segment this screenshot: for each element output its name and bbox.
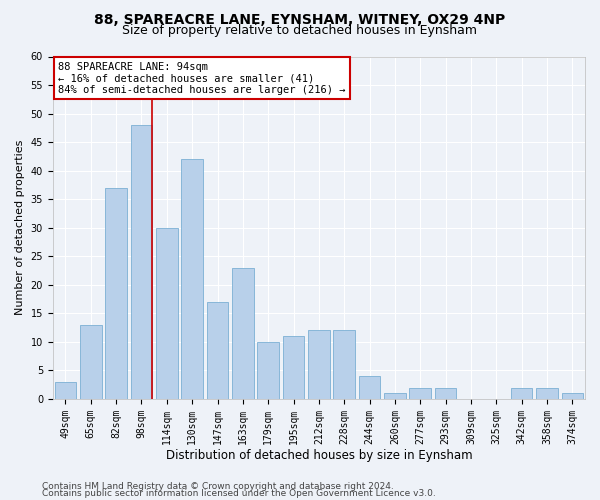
Bar xyxy=(334,330,355,399)
X-axis label: Distribution of detached houses by size in Eynsham: Distribution of detached houses by size … xyxy=(166,450,472,462)
Bar xyxy=(232,268,254,399)
Bar xyxy=(80,325,101,399)
Text: Size of property relative to detached houses in Eynsham: Size of property relative to detached ho… xyxy=(122,24,478,37)
Bar xyxy=(106,188,127,399)
Text: Contains public sector information licensed under the Open Government Licence v3: Contains public sector information licen… xyxy=(42,490,436,498)
Bar xyxy=(384,394,406,399)
Text: 88, SPAREACRE LANE, EYNSHAM, WITNEY, OX29 4NP: 88, SPAREACRE LANE, EYNSHAM, WITNEY, OX2… xyxy=(94,12,506,26)
Bar xyxy=(511,388,532,399)
Bar xyxy=(435,388,457,399)
Bar xyxy=(156,228,178,399)
Bar xyxy=(283,336,304,399)
Bar xyxy=(409,388,431,399)
Text: Contains HM Land Registry data © Crown copyright and database right 2024.: Contains HM Land Registry data © Crown c… xyxy=(42,482,394,491)
Bar xyxy=(562,394,583,399)
Bar xyxy=(181,159,203,399)
Bar xyxy=(207,302,228,399)
Bar xyxy=(536,388,558,399)
Bar xyxy=(131,125,152,399)
Bar xyxy=(257,342,279,399)
Bar xyxy=(359,376,380,399)
Y-axis label: Number of detached properties: Number of detached properties xyxy=(15,140,25,316)
Bar xyxy=(55,382,76,399)
Bar xyxy=(308,330,329,399)
Text: 88 SPAREACRE LANE: 94sqm
← 16% of detached houses are smaller (41)
84% of semi-d: 88 SPAREACRE LANE: 94sqm ← 16% of detach… xyxy=(58,62,346,95)
